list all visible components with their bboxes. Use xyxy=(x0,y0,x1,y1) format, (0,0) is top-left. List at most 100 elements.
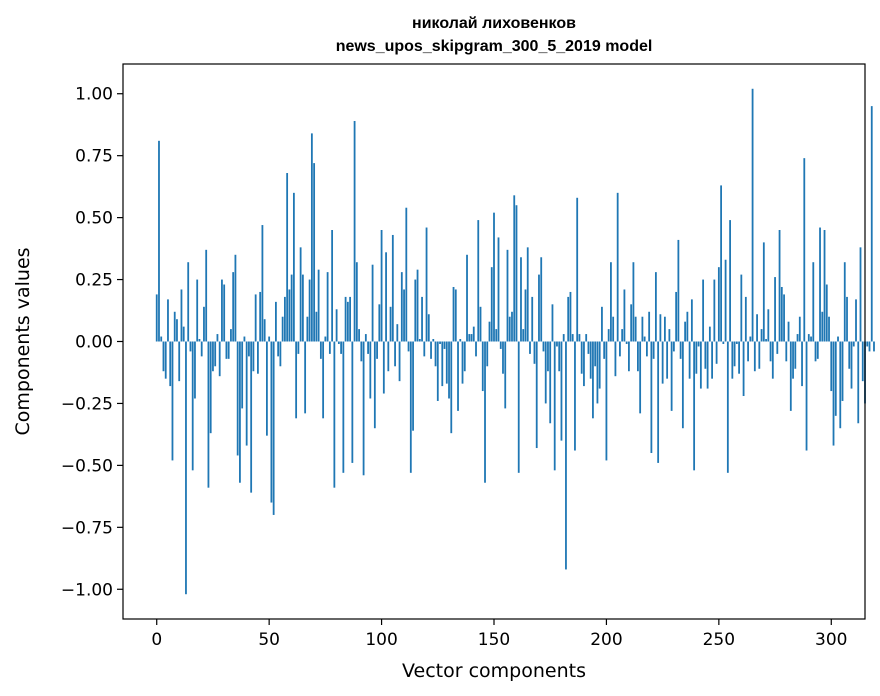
bar-188 xyxy=(578,334,581,342)
bar-40 xyxy=(245,341,248,446)
bar-199 xyxy=(603,341,606,359)
bar-5 xyxy=(167,299,169,342)
bar-293 xyxy=(814,341,817,362)
bar-104 xyxy=(389,306,392,342)
bar-190 xyxy=(583,341,585,387)
bar-158 xyxy=(511,311,513,342)
bar-232 xyxy=(677,239,680,342)
bar-79 xyxy=(333,341,336,488)
bar-201 xyxy=(607,329,610,342)
bar-303 xyxy=(837,336,839,342)
bar-62 xyxy=(295,341,298,419)
bar-86 xyxy=(349,296,351,342)
bar-38 xyxy=(241,341,244,409)
bar-41 xyxy=(248,341,250,357)
x-tick-label: 300 xyxy=(815,630,847,650)
bar-175 xyxy=(549,341,552,424)
bar-235 xyxy=(684,321,687,342)
bar-105 xyxy=(391,234,394,342)
bar-117 xyxy=(418,339,421,342)
bar-109 xyxy=(400,272,403,342)
bar-10 xyxy=(178,341,181,382)
bar-292 xyxy=(812,262,815,342)
y-tick-label: −0.25 xyxy=(61,394,113,414)
bar-151 xyxy=(495,329,498,342)
bar-140 xyxy=(470,334,473,342)
bar-48 xyxy=(263,319,266,342)
bar-226 xyxy=(663,316,666,342)
bar-56 xyxy=(281,316,284,342)
bar-207 xyxy=(621,329,624,342)
bar-14 xyxy=(187,262,190,342)
x-tick-label: 50 xyxy=(258,630,280,650)
y-tick-label: −0.75 xyxy=(61,518,113,538)
bar-122 xyxy=(430,341,432,359)
bar-249 xyxy=(715,341,718,364)
bar-70 xyxy=(313,163,316,342)
bar-183 xyxy=(567,296,570,342)
bar-296 xyxy=(821,311,824,342)
bar-71 xyxy=(315,311,318,342)
bar-114 xyxy=(412,341,414,431)
bar-22 xyxy=(205,249,208,342)
bar-260 xyxy=(740,274,743,342)
bar-145 xyxy=(481,341,484,392)
bar-27 xyxy=(216,334,219,342)
bar-156 xyxy=(506,249,509,342)
bar-33 xyxy=(230,329,232,342)
bar-191 xyxy=(585,334,588,342)
bar-251 xyxy=(720,185,722,342)
bar-101 xyxy=(382,341,385,394)
bar-102 xyxy=(385,252,387,342)
y-tick-label: 0.25 xyxy=(75,271,113,291)
bar-288 xyxy=(803,158,806,342)
bar-36 xyxy=(236,341,239,456)
bar-32 xyxy=(227,341,230,359)
bar-31 xyxy=(225,341,228,359)
bar-3 xyxy=(162,341,165,372)
bar-37 xyxy=(239,341,241,483)
bar-281 xyxy=(787,321,790,342)
bar-25 xyxy=(212,341,214,372)
bar-289 xyxy=(805,341,808,451)
bar-240 xyxy=(695,341,698,374)
bar-18 xyxy=(196,279,199,342)
bar-83 xyxy=(342,341,345,473)
bar-74 xyxy=(322,341,325,419)
bar-29 xyxy=(221,279,223,342)
bar-78 xyxy=(331,230,334,342)
bar-155 xyxy=(504,341,507,409)
bar-239 xyxy=(693,341,696,471)
bar-53 xyxy=(275,301,277,342)
bar-173 xyxy=(544,341,547,404)
bar-103 xyxy=(387,341,390,372)
bar-311 xyxy=(855,299,857,342)
bar-276 xyxy=(776,341,779,354)
bar-141 xyxy=(472,326,475,342)
bar-42 xyxy=(250,341,253,493)
bar-280 xyxy=(785,341,788,362)
bar-256 xyxy=(731,341,734,379)
bar-275 xyxy=(774,277,776,342)
bar-66 xyxy=(304,341,307,414)
bar-166 xyxy=(529,341,531,354)
bar-142 xyxy=(475,341,477,357)
bar-112 xyxy=(407,341,410,352)
bar-21 xyxy=(203,306,205,342)
bar-220 xyxy=(650,341,653,453)
bar-244 xyxy=(704,341,707,369)
bar-211 xyxy=(630,304,633,342)
bar-178 xyxy=(556,341,558,347)
bar-19 xyxy=(198,339,201,342)
y-tick-label: 0.75 xyxy=(75,147,113,167)
bar-312 xyxy=(857,341,860,424)
bar-58 xyxy=(286,173,289,342)
bar-197 xyxy=(598,341,601,389)
bar-64 xyxy=(299,247,302,342)
bar-127 xyxy=(441,341,444,387)
bar-212 xyxy=(632,262,635,342)
bar-309 xyxy=(850,341,853,389)
bar-291 xyxy=(810,336,812,342)
bar-107 xyxy=(396,324,399,342)
bar-187 xyxy=(576,197,579,342)
